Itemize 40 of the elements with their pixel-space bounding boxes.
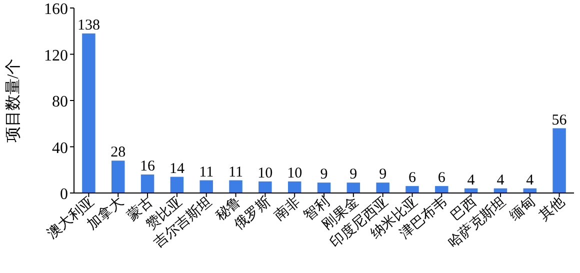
bar: [552, 128, 566, 193]
data-label: 9: [320, 166, 328, 183]
bar: [82, 33, 96, 193]
data-label: 11: [228, 164, 243, 180]
data-label: 10: [258, 165, 273, 182]
bar: [317, 182, 331, 193]
data-label: 14: [169, 160, 185, 177]
data-label: 56: [552, 112, 568, 128]
data-label: 4: [526, 172, 534, 188]
y-tick-label: 160: [44, 1, 68, 18]
data-label: 6: [408, 170, 416, 186]
x-tick-label: 其他: [536, 194, 568, 224]
bar: [140, 174, 154, 193]
y-tick-label: 120: [44, 47, 68, 64]
data-label: 9: [379, 166, 387, 183]
data-label: 4: [496, 172, 505, 188]
data-label: 4: [467, 172, 476, 188]
x-tick-label: 缅甸: [506, 194, 538, 224]
bar: [200, 180, 213, 193]
bar: [346, 182, 360, 193]
x-tick-label: 南非: [271, 194, 304, 224]
data-label: 6: [438, 170, 446, 186]
y-axis-title: 项目数量/个: [4, 58, 22, 143]
bar: [435, 186, 448, 193]
bar: [258, 181, 272, 193]
bar: [229, 180, 242, 193]
data-label: 11: [199, 164, 214, 180]
bar: [112, 160, 125, 193]
data-label: 16: [140, 158, 156, 174]
bar: [288, 181, 302, 193]
y-tick-label: 80: [52, 94, 68, 110]
y-tick-label: 0: [60, 186, 68, 203]
bar: [406, 186, 419, 193]
data-label: 28: [110, 144, 126, 161]
data-label: 138: [77, 17, 100, 34]
data-label: 10: [287, 165, 302, 182]
bar: [170, 176, 184, 193]
y-tick-label: 40: [52, 140, 68, 157]
bar: [376, 182, 390, 193]
data-label: 9: [350, 166, 358, 183]
